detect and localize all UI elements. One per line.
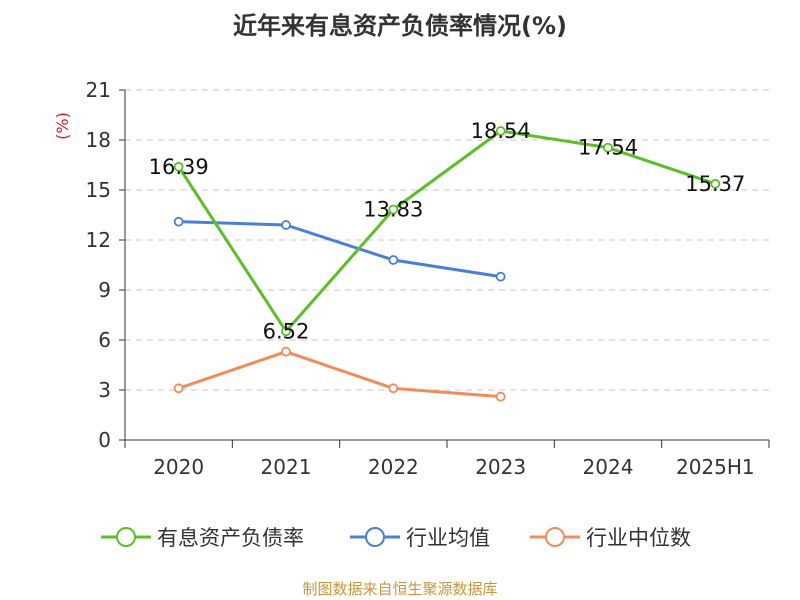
data-point — [710, 178, 721, 189]
data-point — [281, 346, 291, 357]
y-tick-label: 6 — [98, 328, 111, 352]
source-note: 制图数据来自恒生聚源数据库 — [302, 580, 498, 598]
legend-label: 行业中位数 — [586, 526, 691, 550]
series-line — [177, 129, 716, 333]
data-point — [495, 391, 506, 402]
x-tick-label: 2020 — [153, 455, 204, 479]
data-point — [173, 161, 184, 172]
y-tick-label: 0 — [98, 428, 111, 452]
series-line — [178, 220, 501, 279]
data-point — [388, 383, 399, 394]
data-label: 17.54 — [578, 136, 638, 160]
legend-label: 有息资产负债率 — [157, 526, 304, 550]
series-line — [178, 350, 501, 399]
data-point — [173, 383, 184, 394]
legend-marker — [116, 527, 136, 547]
legend-marker — [365, 527, 385, 547]
x-tick-label: 2023 — [475, 455, 526, 479]
y-tick-label: 21 — [86, 78, 111, 102]
data-point — [495, 271, 506, 282]
x-tick-label: 2024 — [583, 455, 634, 479]
y-tick-label: 12 — [86, 228, 111, 252]
data-point — [281, 326, 291, 337]
data-label: 16.39 — [149, 155, 209, 179]
data-label: 15.37 — [685, 172, 745, 196]
x-tick-label: 2022 — [368, 455, 419, 479]
legend-label: 行业均值 — [406, 526, 490, 550]
data-point — [281, 220, 291, 230]
chart-title: 近年来有息资产负债率情况(%) — [233, 12, 567, 40]
data-point — [495, 126, 506, 136]
data-point — [388, 204, 399, 215]
y-tick-label: 3 — [98, 378, 111, 402]
data-point — [173, 216, 184, 227]
data-point — [603, 142, 613, 153]
y-tick-label: 15 — [86, 178, 111, 202]
x-tick-label: 2021 — [261, 455, 312, 479]
data-point — [388, 255, 399, 265]
data-label: 18.54 — [471, 119, 531, 143]
data-label: 13.83 — [363, 198, 423, 222]
y-tick-label: 9 — [98, 278, 111, 302]
y-axis-label: (%) — [53, 112, 72, 140]
legend-marker — [545, 527, 565, 547]
x-tick-label: 2025H1 — [676, 455, 755, 479]
data-label: 6.52 — [263, 319, 310, 343]
y-tick-label: 18 — [86, 128, 111, 152]
